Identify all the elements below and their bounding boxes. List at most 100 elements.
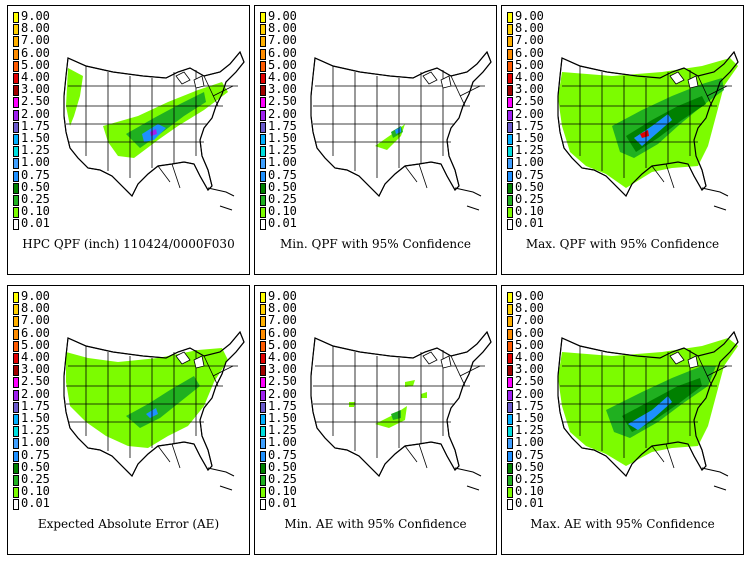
legend-entry: 7.00 bbox=[13, 314, 51, 328]
legend-label: 0.50 bbox=[515, 459, 544, 474]
legend-label: 2.00 bbox=[21, 386, 50, 401]
legend-entry: 1.25 bbox=[507, 424, 545, 438]
legend-entry: 7.00 bbox=[13, 34, 51, 48]
legend-label: 0.25 bbox=[268, 472, 297, 486]
legend-swatch bbox=[13, 292, 19, 303]
legend-swatch bbox=[507, 109, 513, 121]
legend-entry: 7.00 bbox=[507, 314, 545, 328]
legend-entry: 6.00 bbox=[13, 325, 51, 340]
legend-entry: 1.75 bbox=[507, 119, 545, 133]
legend-entry: 1.25 bbox=[260, 144, 298, 158]
precip-region bbox=[126, 376, 200, 428]
legend-swatch bbox=[507, 48, 513, 60]
legend-entry: 6.00 bbox=[260, 325, 298, 340]
legend-swatch bbox=[13, 438, 19, 450]
legend-swatch bbox=[13, 353, 19, 364]
legend-entry: 0.25 bbox=[260, 192, 298, 206]
legend-swatch bbox=[507, 353, 513, 364]
legend-label: 1.75 bbox=[268, 398, 297, 413]
legend-swatch bbox=[507, 134, 513, 145]
legend-entry: 4.00 bbox=[507, 351, 545, 364]
legend-swatch bbox=[13, 328, 19, 340]
legend-entry: 0.01 bbox=[260, 217, 298, 231]
legend-swatch bbox=[507, 85, 513, 97]
legend-entry: 1.25 bbox=[13, 143, 51, 158]
legend-entry: 2.00 bbox=[507, 107, 545, 121]
legend-entry: 3.00 bbox=[260, 83, 298, 97]
legend-label: 6.00 bbox=[21, 45, 50, 60]
legend-swatch bbox=[507, 195, 513, 206]
legend-entry: 1.75 bbox=[260, 119, 298, 133]
legend-entry: 9.00 bbox=[13, 10, 51, 23]
legend-swatch bbox=[260, 109, 266, 121]
legend-label: 0.01 bbox=[515, 496, 544, 511]
precip-region bbox=[421, 392, 427, 398]
legend-swatch bbox=[13, 475, 19, 486]
legend-entry: 2.50 bbox=[507, 95, 545, 109]
legend-swatch bbox=[13, 48, 19, 60]
precip-region bbox=[395, 127, 401, 134]
legend-entry: 6.00 bbox=[507, 326, 545, 340]
legend-entry: 0.01 bbox=[13, 217, 51, 231]
legend-entry: 8.00 bbox=[507, 302, 545, 316]
legend-label: 0.25 bbox=[515, 472, 544, 486]
legend-swatch bbox=[13, 401, 19, 413]
legend-entry: 6.00 bbox=[13, 45, 51, 60]
panel-caption: Min. AE with 95% Confidence bbox=[284, 517, 467, 531]
legend-label: 2.50 bbox=[268, 374, 297, 389]
legend-label: 0.50 bbox=[21, 179, 50, 194]
legend-entry: 0.01 bbox=[507, 216, 545, 231]
precip-region bbox=[349, 402, 355, 407]
legend-swatch bbox=[507, 60, 513, 72]
legend-label: 0.25 bbox=[268, 192, 297, 206]
legend-swatch bbox=[507, 414, 513, 425]
legend-label: 1.75 bbox=[21, 398, 50, 413]
legend-swatch bbox=[13, 462, 19, 474]
legend-entry: 1.00 bbox=[260, 436, 298, 450]
legend-label: 4.00 bbox=[515, 70, 544, 84]
legend-swatch bbox=[260, 377, 266, 389]
legend-swatch bbox=[260, 426, 266, 438]
legend-entry: 0.10 bbox=[260, 205, 298, 219]
legend-swatch bbox=[507, 475, 513, 486]
legend-swatch bbox=[260, 328, 266, 340]
legend-entry: 2.50 bbox=[260, 95, 298, 109]
legend-label: 9.00 bbox=[268, 289, 297, 303]
legend-entry: 9.00 bbox=[13, 290, 51, 303]
legend-entry: 0.25 bbox=[507, 193, 545, 206]
legend-swatch bbox=[507, 426, 513, 438]
legend-label: 5.00 bbox=[21, 337, 50, 352]
legend-label: 0.50 bbox=[268, 179, 297, 194]
legend-swatch bbox=[507, 462, 513, 474]
legend-entry: 0.25 bbox=[13, 473, 51, 486]
legend-swatch bbox=[507, 36, 513, 48]
us-precip-map bbox=[557, 50, 739, 211]
legend-swatch bbox=[13, 195, 19, 206]
legend-label: 0.01 bbox=[515, 216, 544, 231]
legend-label: 4.00 bbox=[21, 70, 50, 84]
legend-entry: 1.25 bbox=[507, 144, 545, 158]
legend-label: 1.00 bbox=[21, 155, 50, 170]
legend-label: 6.00 bbox=[268, 325, 297, 340]
legend-entry: 3.00 bbox=[260, 363, 298, 377]
precip-region bbox=[66, 348, 228, 448]
legend-label: 0.50 bbox=[515, 179, 544, 194]
precip-region bbox=[391, 410, 401, 420]
legend-entry: 1.00 bbox=[260, 156, 298, 170]
legend-label: 6.00 bbox=[21, 325, 50, 340]
legend-label: 1.25 bbox=[21, 423, 50, 438]
legend-swatch bbox=[13, 12, 19, 23]
legend-entry: 5.00 bbox=[13, 58, 51, 72]
legend-swatch bbox=[260, 12, 266, 23]
precip-region bbox=[640, 130, 649, 138]
legend-swatch bbox=[507, 158, 513, 170]
legend-label: 2.00 bbox=[21, 106, 50, 121]
precip-region bbox=[634, 114, 672, 146]
us-precip-map bbox=[63, 330, 245, 491]
legend-label: 2.50 bbox=[21, 94, 50, 109]
legend-swatch bbox=[507, 292, 513, 303]
legend-swatch bbox=[13, 36, 19, 48]
legend-label: 6.00 bbox=[268, 45, 297, 60]
legend-label: 1.25 bbox=[21, 143, 50, 158]
legend-label: 9.00 bbox=[515, 289, 544, 303]
